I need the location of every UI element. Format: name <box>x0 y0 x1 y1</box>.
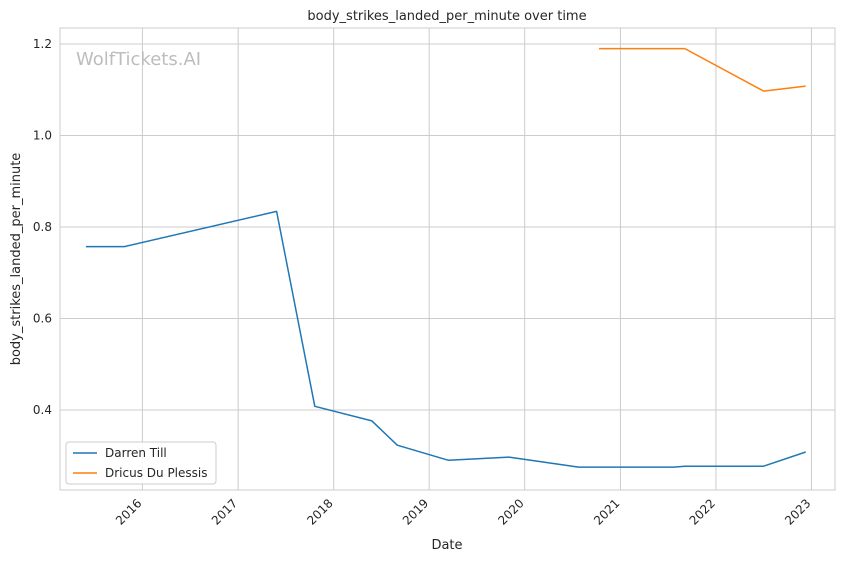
y-tick-label: 1.0 <box>33 128 52 142</box>
chart-title: body_strikes_landed_per_minute over time <box>307 9 586 24</box>
legend-label-darren-till: Darren Till <box>105 446 167 460</box>
plot-background <box>60 28 835 490</box>
grid <box>60 28 835 490</box>
y-tick-label: 0.4 <box>33 403 52 417</box>
legend-label-dricus-du-plessis: Dricus Du Plessis <box>105 466 207 480</box>
x-axis-label: Date <box>431 538 462 553</box>
series-line-darren-till <box>85 210 806 468</box>
y-tick-labels: 0.4 0.6 0.8 1.0 1.2 <box>33 37 52 417</box>
watermark: WolfTickets.AI <box>76 49 201 70</box>
y-axis-label: body_strikes_landed_per_minute <box>9 153 24 366</box>
y-tick-label: 0.6 <box>33 311 52 325</box>
y-tick-label: 0.8 <box>33 220 52 234</box>
series-line-dricus-du-plessis <box>599 47 806 92</box>
legend: Darren Till Dricus Du Plessis <box>65 441 217 485</box>
plot-frame <box>59 27 836 491</box>
legend-box <box>65 441 217 485</box>
series-lines <box>85 47 806 468</box>
y-tick-label: 1.2 <box>33 37 52 51</box>
